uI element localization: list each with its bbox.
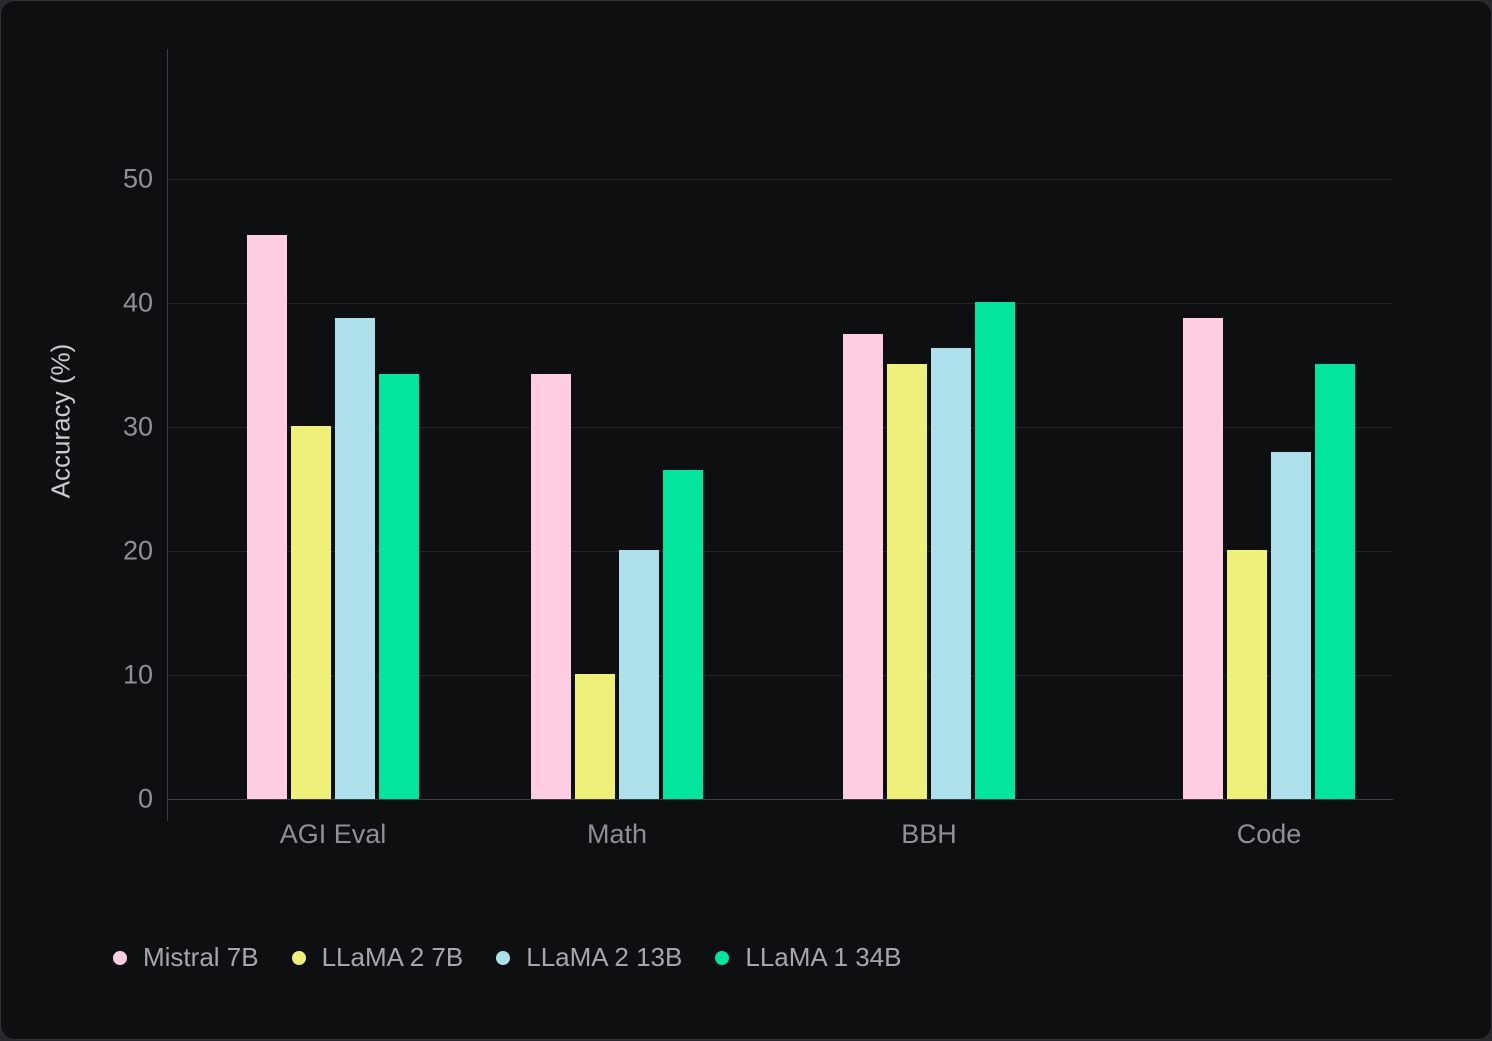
x-category-label-code: Code: [1236, 819, 1302, 849]
y-axis-title: Accuracy (%): [45, 343, 76, 499]
x-category-label-agi-eval: AGI Eval: [279, 819, 387, 849]
legend-label: LLaMA 1 34B: [745, 942, 902, 972]
bar-llama-2-13b-code: [1271, 452, 1311, 799]
bar-llama-1-34b-code: [1315, 364, 1355, 799]
y-tick-label-0: 0: [137, 783, 153, 814]
bar-llama-2-7b-code: [1227, 550, 1267, 799]
y-axis-line: [167, 49, 168, 821]
y-tick-label-40: 40: [122, 287, 153, 318]
bar-mistral-7b-code: [1183, 318, 1223, 799]
legend-label: LLaMA 2 13B: [526, 942, 683, 972]
bar-mistral-7b-bbh: [843, 334, 883, 799]
x-axis-line: [167, 799, 1393, 800]
bar-llama-2-13b-bbh: [931, 348, 971, 799]
bar-mistral-7b-agi-eval: [247, 235, 287, 799]
bar-llama-2-7b-agi-eval: [291, 426, 331, 799]
bar-llama-2-13b-agi-eval: [335, 318, 375, 799]
y-tick-label-30: 30: [122, 411, 153, 442]
gridline-10: [167, 675, 1393, 676]
bar-llama-1-34b-bbh: [975, 302, 1015, 799]
y-tick-label-50: 50: [122, 163, 153, 194]
legend-item-llama-2-13b[interactable]: LLaMA 2 13B: [496, 942, 682, 973]
legend-dot-icon: [496, 950, 511, 965]
gridline-50: [167, 179, 1393, 180]
bar-llama-2-7b-bbh: [887, 364, 927, 799]
bar-mistral-7b-math: [531, 374, 571, 799]
legend-label: LLaMA 2 7B: [321, 942, 464, 972]
x-category-label-bbh: BBH: [901, 819, 957, 849]
gridline-20: [167, 551, 1393, 552]
chart-legend: Mistral 7B LLaMA 2 7B LLaMA 2 13B LLaMA 1 3…: [113, 942, 901, 973]
y-tick-label-20: 20: [122, 535, 153, 566]
y-tick-label-10: 10: [122, 659, 153, 690]
gridline-30: [167, 427, 1393, 428]
bar-llama-2-13b-math: [619, 550, 659, 799]
legend-dot-icon: [291, 950, 306, 965]
bar-llama-1-34b-math: [663, 470, 703, 799]
legend-item-llama-2-7b[interactable]: LLaMA 2 7B: [291, 942, 464, 973]
bar-llama-1-34b-agi-eval: [379, 374, 419, 799]
x-category-label-math: Math: [586, 819, 648, 849]
legend-dot-icon: [113, 950, 127, 965]
legend-label: Mistral 7B: [143, 942, 259, 972]
legend-dot-icon: [715, 950, 730, 965]
legend-item-llama-1-34b[interactable]: LLaMA 1 34B: [715, 942, 901, 973]
gridline-40: [167, 303, 1393, 304]
bar-llama-2-7b-math: [575, 674, 615, 799]
legend-item-mistral-7b[interactable]: Mistral 7B: [113, 942, 259, 973]
